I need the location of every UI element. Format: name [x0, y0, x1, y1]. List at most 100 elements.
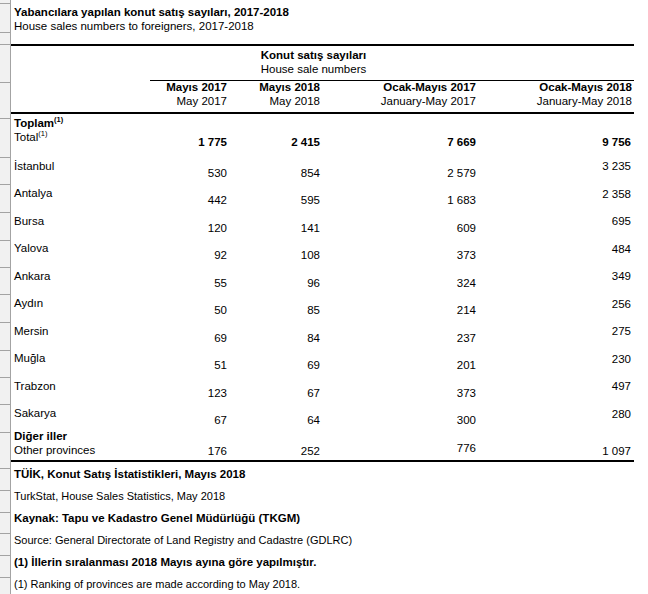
row-label: Diğer iller Other provinces [11, 427, 150, 461]
value-cell: 67 [228, 372, 321, 400]
row-label: Yalova [11, 235, 150, 263]
row-label: Muğla [11, 345, 150, 373]
value-cell: 3 235 [477, 152, 634, 180]
column-header-english: May 2018 [228, 94, 320, 108]
total-label-english: Total(1) [14, 130, 149, 144]
statistics-table: Konut satış sayıları House sale numbers … [11, 44, 634, 462]
value-cell: 695 [477, 207, 634, 235]
table-row: Sakarya 67 64 300 280 [11, 400, 634, 428]
footer-line: Kaynak: Tapu ve Kadastro Genel Müdürlüğü… [11, 507, 634, 529]
value-cell: 300 [321, 400, 477, 428]
title-block: Yabancılara yapılan konut satış sayıları… [11, 0, 634, 44]
gutter-tick [0, 32, 10, 33]
value-cell: 497 [477, 372, 634, 400]
gutter-tick [0, 432, 10, 433]
table-row: Mersin 69 84 237 275 [11, 317, 634, 345]
column-header: Ocak-Mayıs 2017 January-May 2017 [321, 80, 477, 113]
value-cell: 2 415 [228, 113, 321, 152]
value-cell: 7 669 [321, 113, 477, 152]
gutter-tick [0, 294, 10, 295]
value-cell: 530 [150, 152, 228, 180]
row-label: Trabzon [11, 372, 150, 400]
value-cell: 275 [477, 317, 634, 345]
value-cell: 120 [150, 207, 228, 235]
value-cell: 442 [150, 180, 228, 208]
value-cell: 55 [150, 262, 228, 290]
other-label-turkish: Diğer iller [14, 430, 149, 443]
group-header-english: House sale numbers [150, 62, 477, 76]
gutter-tick [0, 3, 10, 4]
footer: TÜİK, Konut Satış İstatistikleri, Mayıs … [11, 462, 634, 594]
value-cell: 609 [321, 207, 477, 235]
gutter-tick [0, 468, 10, 469]
value-cell: 349 [477, 262, 634, 290]
value-cell: 50 [150, 290, 228, 318]
column-header-english: May 2017 [150, 94, 227, 108]
value-cell: 201 [321, 345, 477, 373]
gutter-tick [0, 118, 10, 119]
total-label-turkish: Toplam(1) [14, 117, 149, 130]
row-label: Toplam(1) Total(1) [11, 113, 150, 152]
column-header-turkish: Ocak-Mayıs 2017 [321, 81, 476, 94]
row-label: Ankara [11, 262, 150, 290]
other-label-english: Other provinces [14, 443, 149, 457]
table-row: Muğla 51 69 201 230 [11, 345, 634, 373]
footer-line: (1) İllerin sıralanması 2018 Mayıs ayına… [11, 551, 634, 573]
gutter-tick [0, 490, 10, 491]
value-cell: 69 [150, 317, 228, 345]
footer-line: TurkStat, House Sales Statistics, May 20… [11, 485, 634, 507]
gutter-tick [0, 322, 10, 323]
gutter-tick [0, 577, 10, 578]
column-header-turkish: Ocak-Mayıs 2018 [477, 81, 632, 94]
row-label: Aydın [11, 290, 150, 318]
group-header: Konut satış sayıları House sale numbers [150, 45, 634, 80]
gutter-tick [0, 555, 10, 556]
gutter-tick [0, 404, 10, 405]
gutter-tick [0, 82, 10, 83]
value-cell: 280 [477, 400, 634, 428]
group-header-turkish: Konut satış sayıları [150, 49, 477, 62]
column-header: Ocak-Mayıs 2018 January-May 2018 [477, 80, 634, 113]
value-cell: 51 [150, 345, 228, 373]
table-row: Ankara 55 96 324 349 [11, 262, 634, 290]
gutter-tick [0, 377, 10, 378]
table-row: Trabzon 123 67 373 497 [11, 372, 634, 400]
value-cell: 123 [150, 372, 228, 400]
gutter-tick [0, 212, 10, 213]
value-cell: 1 683 [321, 180, 477, 208]
table-row: Bursa 120 141 609 695 [11, 207, 634, 235]
value-cell: 214 [321, 290, 477, 318]
column-header-english: January-May 2018 [477, 94, 632, 108]
column-header: Mayıs 2017 May 2017 [150, 80, 228, 113]
row-label: İstanbul [11, 152, 150, 180]
gutter-tick [0, 533, 10, 534]
gutter-tick [0, 267, 10, 268]
spreadsheet-page: Yabancılara yapılan konut satış sayıları… [0, 0, 648, 594]
footnote-mark: (1) [54, 115, 63, 124]
column-header: Mayıs 2018 May 2018 [228, 80, 321, 113]
value-cell: 237 [321, 317, 477, 345]
value-cell: 176 [150, 427, 228, 461]
table-row: Yalova 92 108 373 484 [11, 235, 634, 263]
table-body: Toplam(1) Total(1) 1 775 2 415 7 669 9 7… [11, 113, 634, 461]
value-cell: 85 [228, 290, 321, 318]
value-cell: 9 756 [477, 113, 634, 152]
other-provinces-row: Diğer iller Other provinces 176 252 776 … [11, 427, 634, 461]
value-cell: 92 [150, 235, 228, 263]
gutter-tick [0, 240, 10, 241]
value-cell: 2 358 [477, 180, 634, 208]
gutter-tick [0, 350, 10, 351]
gutter-tick [0, 512, 10, 513]
table-row: İstanbul 530 854 2 579 3 235 [11, 152, 634, 180]
value-cell: 108 [228, 235, 321, 263]
group-header-row: Konut satış sayıları House sale numbers [11, 45, 634, 80]
value-cell: 256 [477, 290, 634, 318]
footer-line: TÜİK, Konut Satış İstatistikleri, Mayıs … [11, 463, 634, 485]
total-row: Toplam(1) Total(1) 1 775 2 415 7 669 9 7… [11, 113, 634, 152]
row-label: Antalya [11, 180, 150, 208]
value-cell: 252 [228, 427, 321, 461]
gutter-tick [0, 157, 10, 158]
row-label: Sakarya [11, 400, 150, 428]
column-header-row: Mayıs 2017 May 2017 Mayıs 2018 May 2018 … [11, 80, 634, 113]
value-cell: 2 579 [321, 152, 477, 180]
